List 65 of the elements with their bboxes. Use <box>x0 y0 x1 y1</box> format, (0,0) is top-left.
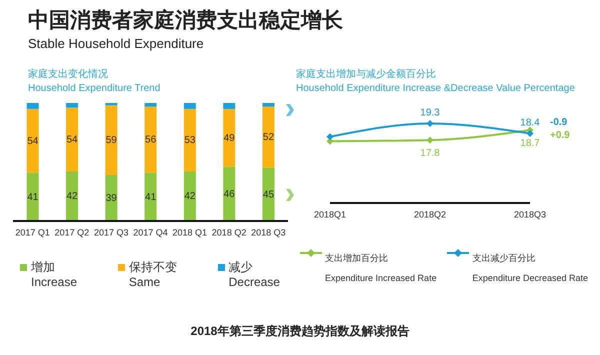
data-label: 54 <box>27 136 39 147</box>
bar <box>184 103 196 109</box>
legend-label: 增加 Increase <box>31 260 78 290</box>
bar <box>223 166 236 221</box>
data-label: 19.3 <box>420 108 440 119</box>
bar <box>26 103 39 109</box>
annotation: -0.9 <box>550 117 568 128</box>
annotation: +0.9 <box>550 130 570 142</box>
chart-subtitle: Household Expenditure Increase &Decrease Value Percentage <box>296 82 575 96</box>
data-label: 53 <box>184 135 196 146</box>
bar <box>66 108 78 172</box>
data-label: 52 <box>262 132 274 144</box>
bar <box>262 106 274 168</box>
text: 2018年第三季度消费趋势指数及解读报告 <box>190 323 410 340</box>
data-label: 42 <box>184 191 196 202</box>
text: Stable Household Expenditure <box>28 36 204 51</box>
data-label: 54 <box>66 134 78 146</box>
data-label: 41 <box>27 192 39 203</box>
point <box>426 120 434 128</box>
bar <box>184 171 196 221</box>
bar <box>105 105 118 175</box>
x-tick-label: 2018Q2 <box>414 209 446 220</box>
data-label: 46 <box>224 188 236 200</box>
x-tick-label: 2017 Q1 <box>15 227 50 238</box>
data-label: 17.8 <box>420 148 440 160</box>
bar <box>223 103 236 109</box>
x-tick-label: 2018Q3 <box>514 209 546 220</box>
text: 中国消费者家庭消费支出稳定增长 <box>28 8 343 34</box>
data-label: 39 <box>106 192 118 204</box>
chart-title: 家庭支出增加与减少金额百分比 <box>296 68 437 82</box>
bar <box>144 106 157 173</box>
x-tick-label: 2017 Q3 <box>94 227 128 238</box>
bar <box>184 108 196 172</box>
bar <box>66 171 78 221</box>
data-label: 18.7 <box>520 138 540 150</box>
legend-label: 支出减少百分比 Expenditure Decreased Rate <box>472 252 588 285</box>
bar <box>262 168 274 221</box>
chart-subtitle: Household Expenditure Trend <box>28 82 160 96</box>
data-label: 49 <box>224 132 236 144</box>
bar <box>262 103 274 107</box>
bar <box>26 108 39 173</box>
bar <box>144 172 157 221</box>
legend-label: 支出增加百分比 Expenditure Increased Rate <box>325 252 437 285</box>
point <box>426 136 434 144</box>
bar <box>26 172 39 221</box>
data-label: 45 <box>262 189 274 200</box>
chart-title: 家庭支出变化情况 <box>28 68 109 82</box>
bar <box>66 103 78 108</box>
data-label: 42 <box>66 191 78 202</box>
bar <box>223 108 236 167</box>
data-label: 18.4 <box>520 117 540 128</box>
x-tick-label: 2018 Q2 <box>212 227 246 238</box>
x-tick-label: 2017 Q4 <box>133 227 168 238</box>
data-label: 56 <box>145 134 157 146</box>
data-label: 59 <box>106 135 118 146</box>
point <box>526 130 534 137</box>
bar <box>144 103 157 107</box>
legend-label: 保持不变 Same <box>128 260 177 290</box>
x-tick-label: 2018 Q3 <box>251 227 286 238</box>
x-tick-label: 2018Q1 <box>314 209 346 220</box>
x-tick-label: 2018 Q1 <box>172 227 208 238</box>
data-label: 41 <box>145 192 157 203</box>
legend-label: 减少 Decrease <box>228 260 280 290</box>
x-tick-label: 2017 Q2 <box>54 227 90 238</box>
point <box>326 133 334 140</box>
